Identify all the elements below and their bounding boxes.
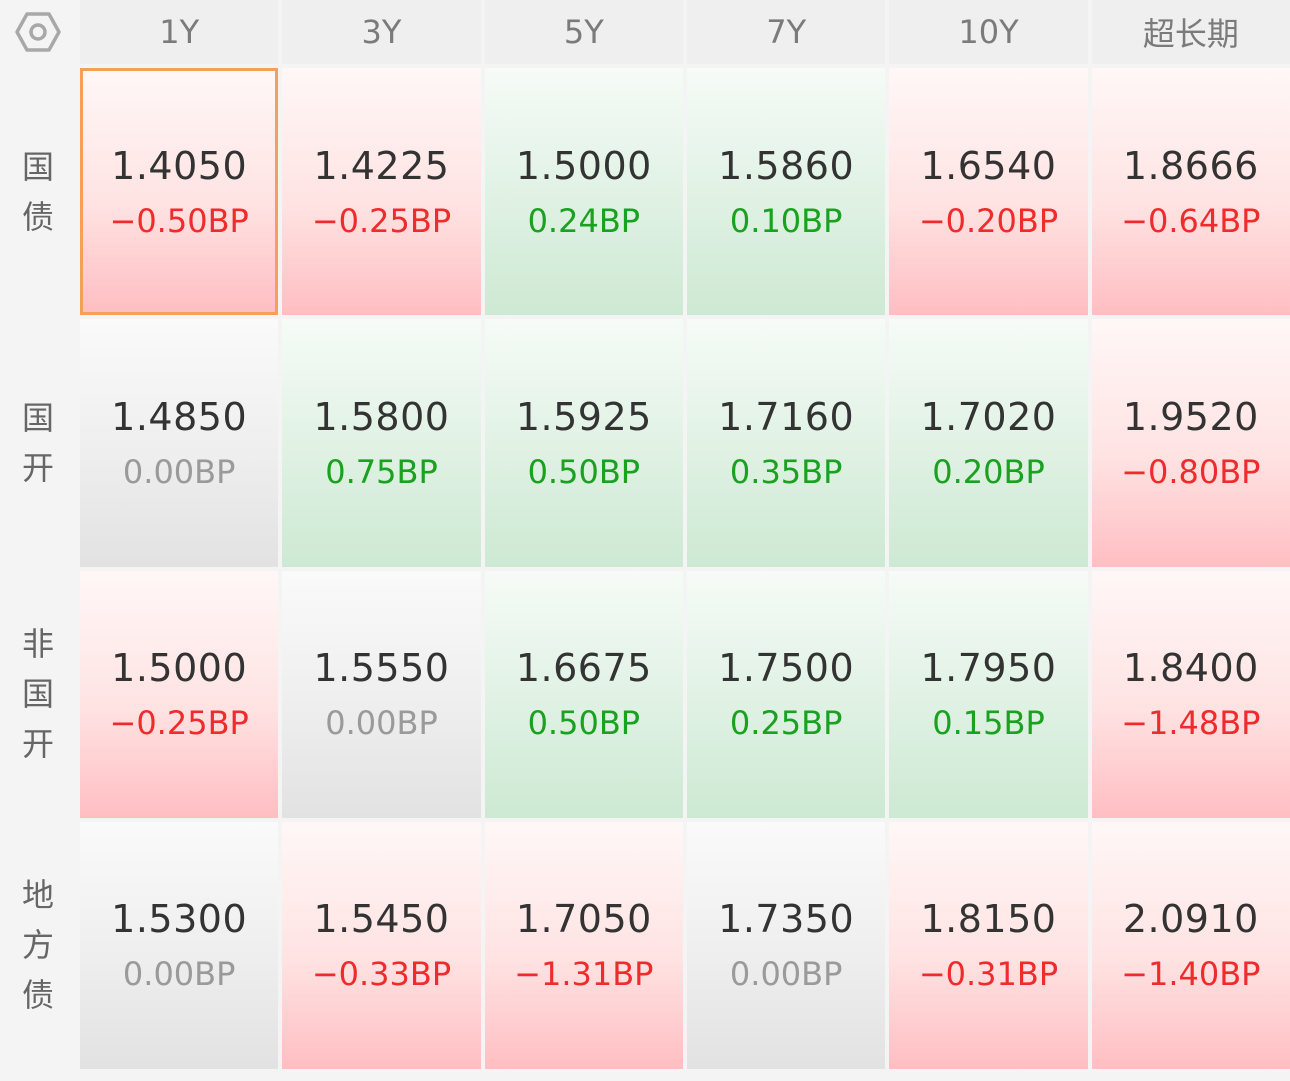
- row-header[interactable]: 国债: [0, 68, 76, 316]
- bottom-spacer: [0, 1073, 1290, 1081]
- row-header-char: 开: [21, 725, 54, 764]
- yield-change: 0.75BP: [325, 452, 438, 491]
- yield-value: 1.8150: [920, 897, 1057, 942]
- column-header[interactable]: 1Y: [80, 0, 279, 64]
- yield-change: 0.50BP: [527, 452, 641, 491]
- row-header-char: 国: [21, 675, 54, 714]
- yield-change: −0.31BP: [918, 955, 1059, 994]
- yield-cell[interactable]: 1.7950 0.15BP: [889, 570, 1088, 818]
- yield-value: 1.7160: [718, 394, 855, 439]
- yield-cell[interactable]: 1.8666 −0.64BP: [1091, 68, 1290, 316]
- yield-cell[interactable]: 1.7020 0.20BP: [889, 319, 1088, 567]
- yield-cell[interactable]: 1.8150 −0.31BP: [889, 821, 1088, 1069]
- yield-value: 1.4225: [313, 143, 450, 188]
- yield-cell[interactable]: 1.9520 −0.80BP: [1091, 319, 1290, 567]
- yield-value: 1.6540: [920, 143, 1057, 188]
- yield-value: 1.5000: [111, 646, 248, 691]
- yield-cell[interactable]: 1.4050 −0.50BP: [80, 68, 279, 316]
- yield-value: 1.8666: [1122, 143, 1259, 188]
- row-header-char: 债: [21, 976, 54, 1015]
- yield-value: 1.5550: [313, 646, 450, 691]
- row-header-char: 方: [21, 926, 54, 965]
- yield-cell[interactable]: 1.5925 0.50BP: [484, 319, 683, 567]
- yield-value: 1.7050: [515, 897, 652, 942]
- yield-change: −1.48BP: [1121, 704, 1261, 743]
- yield-change: 0.50BP: [527, 704, 641, 743]
- column-header[interactable]: 7Y: [686, 0, 886, 64]
- yield-change: 0.00BP: [122, 955, 236, 994]
- yield-change: −1.40BP: [1121, 955, 1261, 994]
- yield-cell[interactable]: 1.7050 −1.31BP: [484, 821, 683, 1069]
- yield-cell[interactable]: 1.5550 0.00BP: [282, 570, 481, 818]
- column-header[interactable]: 10Y: [889, 0, 1088, 64]
- yield-value: 1.8400: [1122, 646, 1259, 691]
- yield-cell[interactable]: 1.7350 0.00BP: [686, 821, 886, 1069]
- row-header-char: 地: [21, 876, 54, 915]
- yield-cell[interactable]: 1.6540 −0.20BP: [889, 68, 1088, 316]
- yield-value: 1.5000: [515, 143, 652, 188]
- yield-value: 1.7350: [718, 897, 855, 942]
- yield-value: 1.9520: [1122, 394, 1259, 439]
- yield-cell[interactable]: 2.0910 −1.40BP: [1091, 821, 1290, 1069]
- yield-value: 1.4850: [111, 394, 248, 439]
- yield-cell[interactable]: 1.5000 −0.25BP: [80, 570, 279, 818]
- yield-value: 1.7500: [718, 646, 855, 691]
- yield-change: 0.25BP: [729, 704, 843, 743]
- yield-value: 1.5300: [111, 897, 248, 942]
- yield-value: 1.5925: [515, 394, 652, 439]
- column-header[interactable]: 5Y: [484, 0, 683, 64]
- row-header[interactable]: 国开: [0, 319, 76, 567]
- yield-change: −0.25BP: [311, 201, 452, 240]
- row-header[interactable]: 非国开: [0, 570, 76, 818]
- yield-change: −0.25BP: [109, 704, 249, 743]
- hexagon-settings-icon: [15, 12, 61, 52]
- yield-change: 0.35BP: [729, 452, 843, 491]
- yield-change: −0.33BP: [311, 955, 452, 994]
- yield-cell[interactable]: 1.5800 0.75BP: [282, 319, 481, 567]
- yield-value: 1.7020: [920, 394, 1057, 439]
- yield-change: 0.00BP: [729, 955, 843, 994]
- yield-value: 1.5800: [313, 394, 450, 439]
- yield-cell[interactable]: 1.6675 0.50BP: [484, 570, 683, 818]
- yield-change: −1.31BP: [514, 955, 654, 994]
- row-header-char: 非: [21, 625, 54, 664]
- yield-value: 1.4050: [111, 143, 248, 188]
- row-header-char: 国: [21, 398, 54, 437]
- settings-button[interactable]: [0, 0, 76, 64]
- yield-cell[interactable]: 1.5300 0.00BP: [80, 821, 279, 1069]
- row-header-char: 国: [21, 147, 54, 186]
- yield-change: −0.64BP: [1121, 201, 1261, 240]
- row-header-char: 开: [21, 448, 54, 487]
- yield-change: −0.80BP: [1121, 452, 1261, 491]
- yield-cell[interactable]: 1.5000 0.24BP: [484, 68, 683, 316]
- yield-cell[interactable]: 1.7160 0.35BP: [686, 319, 886, 567]
- column-header[interactable]: 超长期: [1091, 0, 1290, 64]
- yield-value: 2.0910: [1122, 897, 1259, 942]
- yield-cell[interactable]: 1.8400 −1.48BP: [1091, 570, 1290, 818]
- yield-change: 0.00BP: [122, 452, 236, 491]
- yield-cell[interactable]: 1.4850 0.00BP: [80, 319, 279, 567]
- yield-change: 0.15BP: [932, 704, 1045, 743]
- yield-cell[interactable]: 1.7500 0.25BP: [686, 570, 886, 818]
- yield-change: −0.20BP: [918, 201, 1059, 240]
- row-header-char: 债: [21, 197, 54, 236]
- yield-change: 0.24BP: [527, 201, 641, 240]
- yield-value: 1.7950: [920, 646, 1057, 691]
- row-header[interactable]: 地方债: [0, 821, 76, 1069]
- yield-cell[interactable]: 1.5450 −0.33BP: [282, 821, 481, 1069]
- yield-value: 1.5860: [718, 143, 855, 188]
- yield-cell[interactable]: 1.5860 0.10BP: [686, 68, 886, 316]
- yield-change: −0.50BP: [109, 201, 249, 240]
- yield-value: 1.6675: [515, 646, 652, 691]
- yield-change: 0.10BP: [729, 201, 843, 240]
- yield-value: 1.5450: [313, 897, 450, 942]
- column-header[interactable]: 3Y: [282, 0, 481, 64]
- yield-change: 0.00BP: [325, 704, 438, 743]
- yield-change: 0.20BP: [932, 452, 1045, 491]
- yield-cell[interactable]: 1.4225 −0.25BP: [282, 68, 481, 316]
